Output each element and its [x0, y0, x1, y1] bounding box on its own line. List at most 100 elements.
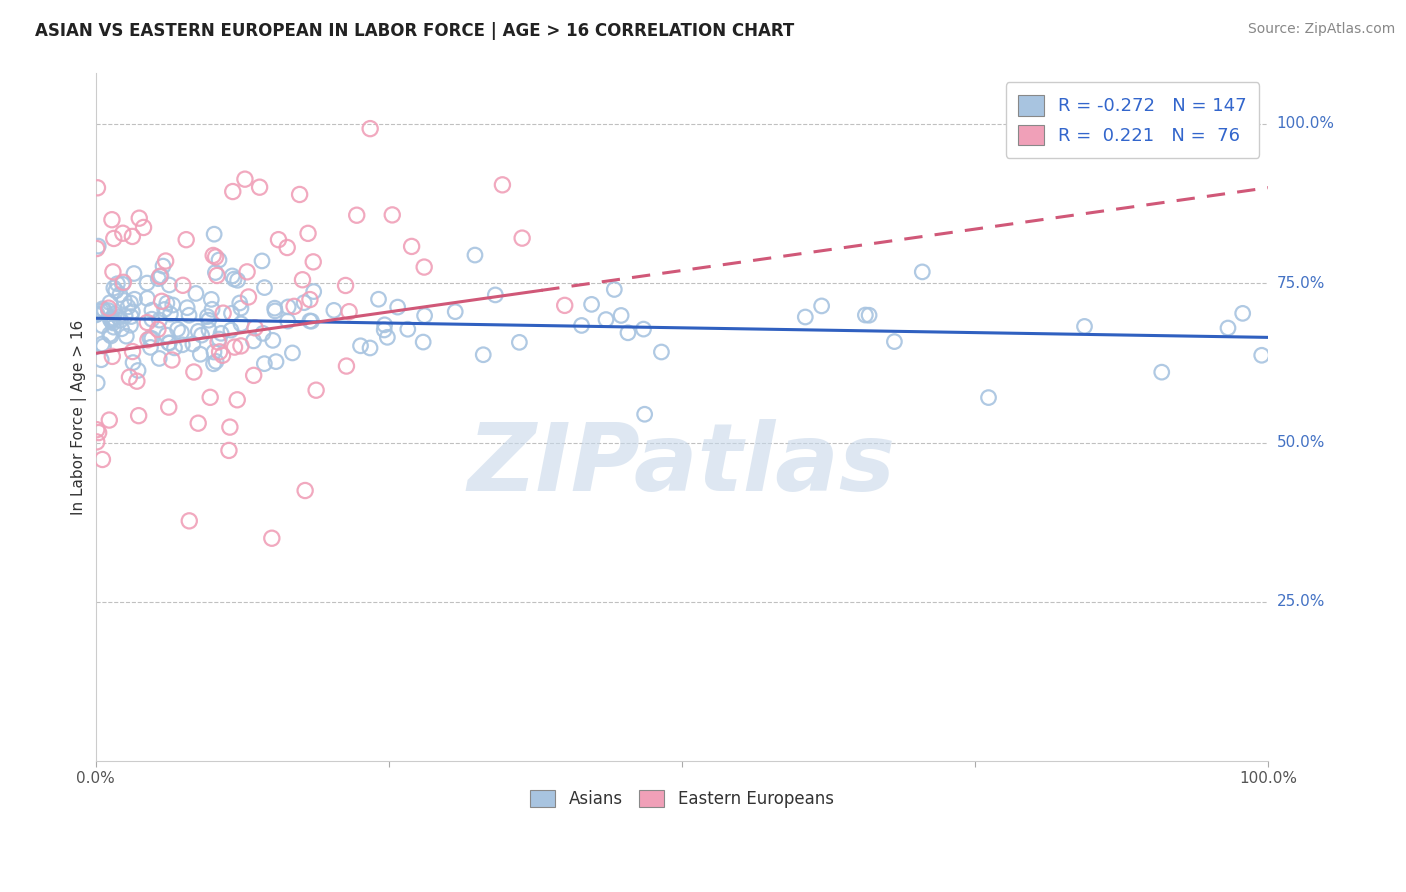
- Point: [349, 339, 371, 353]
- Point: [159, 307, 181, 321]
- Point: [86, 434, 108, 449]
- Point: [200, 293, 222, 307]
- Point: [221, 306, 243, 320]
- Point: [117, 300, 139, 314]
- Point: [103, 307, 125, 321]
- Point: [100, 314, 122, 328]
- Point: [335, 278, 357, 293]
- Point: [396, 322, 419, 336]
- Point: [201, 302, 224, 317]
- Point: [157, 335, 180, 350]
- Point: [1150, 365, 1173, 379]
- Point: [141, 303, 163, 318]
- Point: [302, 285, 325, 299]
- Point: [98, 327, 121, 342]
- Point: [103, 281, 125, 295]
- Point: [157, 277, 180, 292]
- Point: [277, 300, 299, 314]
- Point: [122, 267, 145, 281]
- Point: [86, 181, 108, 195]
- Point: [120, 296, 142, 310]
- Point: [208, 344, 231, 359]
- Point: [264, 304, 287, 318]
- Point: [401, 239, 423, 253]
- Point: [141, 312, 163, 326]
- Point: [554, 298, 576, 312]
- Point: [264, 354, 287, 368]
- Point: [853, 308, 876, 322]
- Point: [224, 272, 246, 286]
- Point: [226, 273, 249, 287]
- Point: [136, 333, 159, 347]
- Point: [236, 265, 259, 279]
- Point: [464, 248, 486, 262]
- Point: [253, 357, 276, 371]
- Point: [291, 273, 314, 287]
- Point: [617, 326, 640, 340]
- Point: [160, 353, 183, 368]
- Point: [177, 308, 200, 322]
- Point: [181, 337, 204, 351]
- Point: [166, 322, 188, 336]
- Point: [198, 390, 221, 404]
- Point: [253, 280, 276, 294]
- Point: [292, 295, 315, 310]
- Point: [112, 276, 135, 290]
- Point: [1216, 321, 1239, 335]
- Point: [128, 409, 150, 423]
- Point: [91, 301, 114, 316]
- Point: [208, 252, 231, 267]
- Point: [121, 344, 143, 359]
- Point: [508, 335, 530, 350]
- Point: [444, 304, 467, 318]
- Point: [250, 254, 273, 268]
- Point: [136, 316, 159, 330]
- Point: [581, 297, 603, 311]
- Point: [136, 276, 159, 290]
- Point: [335, 359, 357, 373]
- Point: [218, 443, 240, 458]
- Point: [1250, 348, 1272, 362]
- Point: [603, 283, 626, 297]
- Point: [359, 121, 381, 136]
- Point: [110, 313, 132, 327]
- Point: [413, 309, 436, 323]
- Point: [127, 363, 149, 377]
- Point: [208, 332, 231, 346]
- Point: [810, 299, 832, 313]
- Point: [277, 314, 299, 328]
- Point: [93, 339, 115, 353]
- Point: [198, 323, 221, 337]
- Point: [86, 423, 108, 437]
- Point: [1073, 319, 1095, 334]
- Point: [100, 329, 122, 343]
- Point: [276, 240, 298, 254]
- Point: [238, 290, 260, 304]
- Text: 25.0%: 25.0%: [1277, 594, 1324, 609]
- Point: [242, 334, 264, 348]
- Point: [86, 307, 108, 321]
- Point: [610, 309, 633, 323]
- Point: [1232, 306, 1254, 320]
- Point: [374, 318, 396, 332]
- Point: [103, 320, 125, 334]
- Point: [115, 329, 138, 343]
- Point: [132, 220, 155, 235]
- Point: [93, 303, 115, 318]
- Point: [413, 260, 436, 274]
- Point: [97, 303, 120, 318]
- Point: [149, 268, 172, 283]
- Point: [484, 288, 506, 302]
- Point: [595, 312, 617, 326]
- Point: [110, 322, 132, 336]
- Point: [633, 322, 655, 336]
- Point: [252, 326, 274, 341]
- Point: [111, 226, 134, 240]
- Point: [211, 348, 233, 362]
- Point: [148, 313, 170, 327]
- Point: [111, 277, 134, 292]
- Point: [510, 231, 533, 245]
- Point: [101, 265, 124, 279]
- Point: [91, 318, 114, 333]
- Point: [262, 334, 284, 348]
